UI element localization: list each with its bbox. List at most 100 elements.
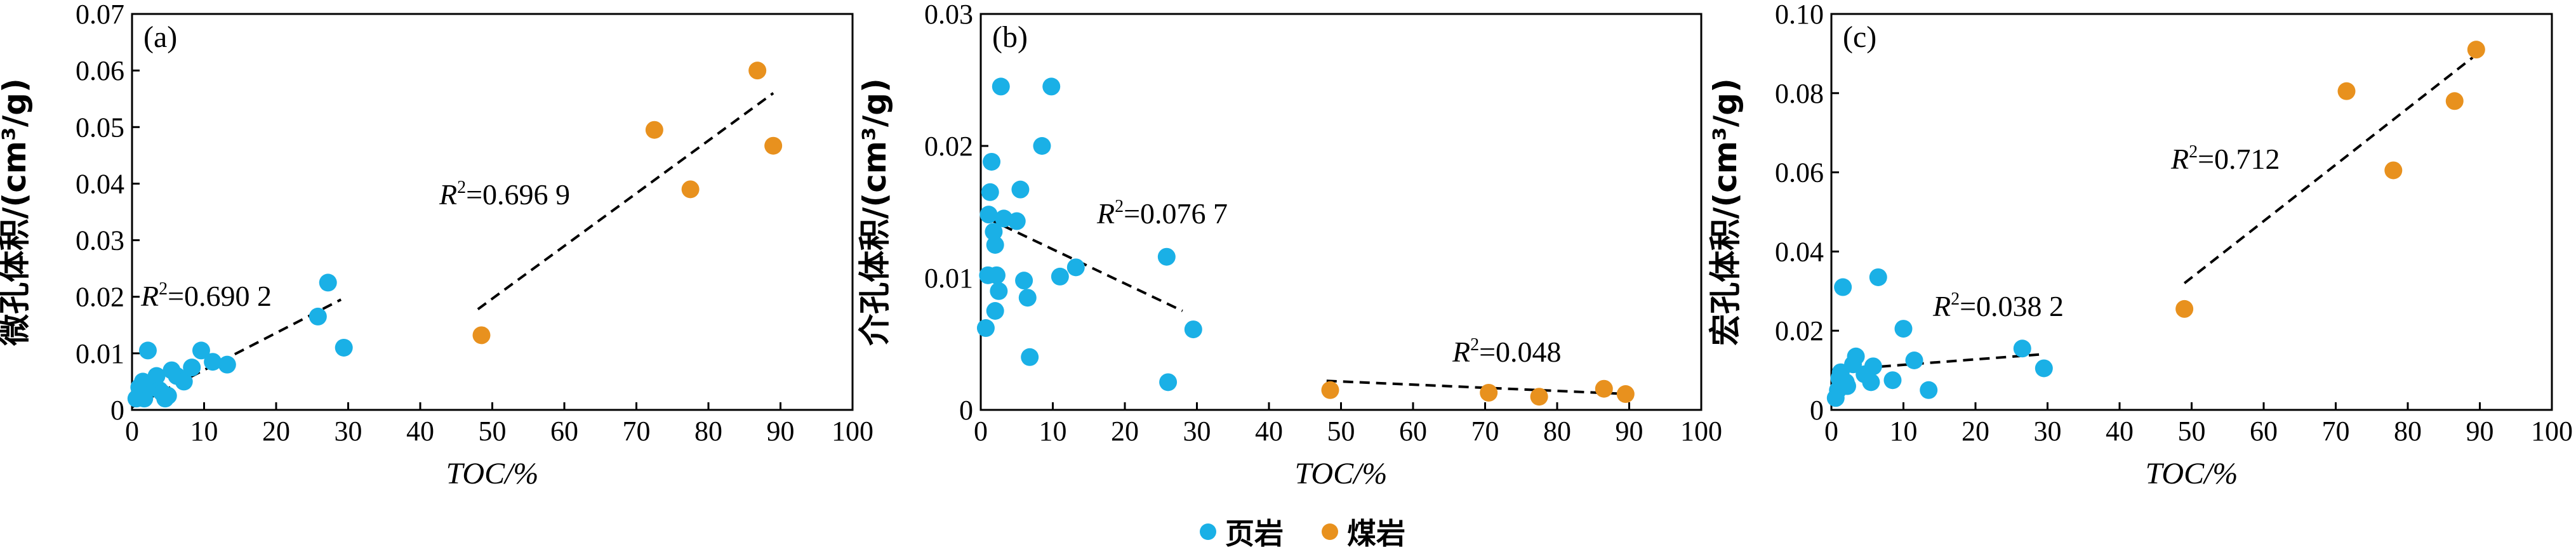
y-tick-label-b: 0.03 bbox=[924, 0, 973, 30]
data-point-b-coal bbox=[1321, 381, 1339, 399]
data-point-a-shale bbox=[319, 273, 337, 292]
y-tick-label-b: 0.02 bbox=[924, 131, 973, 162]
data-point-c-shale bbox=[1894, 320, 1913, 338]
panel-label-a: (a) bbox=[143, 20, 177, 54]
data-point-b-shale bbox=[1007, 212, 1026, 230]
x-tick-label-c: 10 bbox=[1890, 416, 1918, 447]
data-point-a-shale bbox=[159, 386, 177, 405]
data-point-a-shale bbox=[204, 353, 222, 371]
x-tick-label-a: 30 bbox=[335, 416, 362, 447]
data-point-b-shale bbox=[1184, 320, 1202, 339]
data-point-b-shale bbox=[986, 302, 1004, 320]
x-axis-label-b: TOC/% bbox=[1295, 457, 1388, 490]
data-point-b-shale bbox=[1159, 373, 1178, 391]
data-point-b-shale bbox=[1042, 77, 1061, 96]
data-point-c-shale bbox=[1883, 371, 1902, 390]
data-point-a-shale bbox=[175, 372, 193, 391]
x-tick-label-c: 0 bbox=[1824, 416, 1838, 447]
x-tick-label-b: 20 bbox=[1111, 416, 1139, 447]
data-point-b-shale bbox=[992, 77, 1010, 96]
x-tick-label-b: 40 bbox=[1255, 416, 1283, 447]
data-point-b-shale bbox=[1021, 348, 1039, 366]
data-point-b-coal bbox=[1480, 383, 1498, 402]
x-tick-label-c: 80 bbox=[2394, 416, 2422, 447]
x-tick-label-a: 80 bbox=[694, 416, 722, 447]
fit-label-a-coal: R2=0.696 9 bbox=[439, 178, 570, 211]
x-tick-label-c: 100 bbox=[2531, 416, 2573, 447]
legend-item-coal: 煤岩 bbox=[1322, 511, 1405, 553]
x-tick-label-c: 30 bbox=[2034, 416, 2062, 447]
x-tick-label-b: 80 bbox=[1543, 416, 1571, 447]
x-tick-label-b: 90 bbox=[1616, 416, 1643, 447]
data-point-a-coal bbox=[472, 326, 491, 345]
data-point-a-shale bbox=[138, 341, 157, 360]
data-point-c-coal bbox=[2467, 41, 2485, 59]
legend-marker-shale bbox=[1200, 523, 1216, 540]
data-point-a-shale bbox=[183, 358, 201, 377]
panel-label-b: (b) bbox=[992, 20, 1028, 54]
data-point-a-coal bbox=[681, 180, 700, 199]
data-point-a-shale bbox=[147, 367, 166, 385]
y-tick-label-a: 0.07 bbox=[76, 0, 124, 30]
data-point-a-shale bbox=[218, 355, 236, 374]
data-point-a-shale bbox=[335, 338, 353, 357]
y-tick-label-a: 0.05 bbox=[76, 112, 124, 143]
x-axis-label-c: TOC/% bbox=[2146, 457, 2238, 490]
legend: 页岩 煤岩 bbox=[1200, 513, 1405, 551]
y-axis-label-b: 介孔体积/(cm³/g) bbox=[856, 78, 893, 346]
data-point-c-shale bbox=[1869, 268, 1887, 286]
data-point-b-shale bbox=[986, 236, 1004, 254]
x-tick-label-b: 0 bbox=[974, 416, 988, 447]
y-tick-label-a: 0.01 bbox=[76, 338, 124, 369]
data-point-b-coal bbox=[1616, 385, 1635, 404]
legend-label-coal: 煤岩 bbox=[1347, 516, 1405, 551]
data-point-b-shale bbox=[985, 223, 1003, 241]
fit-label-b-shale: R2=0.076 7 bbox=[1096, 197, 1228, 230]
x-tick-label-a: 20 bbox=[262, 416, 290, 447]
data-point-b-shale bbox=[1157, 247, 1176, 266]
x-tick-label-c: 50 bbox=[2178, 416, 2206, 447]
data-point-c-shale bbox=[1864, 357, 1882, 376]
data-point-b-shale bbox=[987, 266, 1006, 284]
x-axis-label-a: TOC/% bbox=[446, 457, 539, 490]
data-point-c-shale bbox=[1838, 377, 1856, 395]
data-point-c-coal bbox=[2445, 92, 2464, 110]
x-tick-label-c: 40 bbox=[2106, 416, 2134, 447]
data-point-b-shale bbox=[1051, 267, 1069, 286]
data-point-c-shale bbox=[1847, 347, 1865, 365]
data-point-a-coal bbox=[764, 136, 783, 155]
fit-line-b-shale bbox=[987, 217, 1183, 312]
data-point-c-shale bbox=[2035, 359, 2053, 378]
y-tick-label-c: 0.08 bbox=[1775, 78, 1824, 109]
data-point-a-coal bbox=[645, 121, 663, 139]
data-point-c-coal bbox=[2175, 299, 2194, 318]
data-point-c-shale bbox=[1920, 381, 1938, 399]
fit-line-b-coal bbox=[1326, 379, 1630, 396]
legend-marker-coal bbox=[1322, 523, 1338, 540]
fit-line-a-coal bbox=[477, 92, 774, 310]
x-tick-label-b: 60 bbox=[1399, 416, 1427, 447]
y-tick-label-a: 0.06 bbox=[76, 55, 124, 86]
y-tick-label-c: 0.02 bbox=[1775, 315, 1824, 346]
data-point-b-shale bbox=[983, 152, 1001, 171]
data-point-c-shale bbox=[1834, 278, 1852, 296]
plot-frame-b bbox=[979, 13, 1703, 411]
data-point-b-shale bbox=[981, 183, 999, 201]
data-point-b-shale bbox=[1015, 272, 1033, 290]
data-point-c-shale bbox=[1905, 352, 1923, 369]
x-tick-label-a: 60 bbox=[550, 416, 578, 447]
x-tick-label-b: 70 bbox=[1471, 416, 1499, 447]
fit-label-c-shale: R2=0.038 2 bbox=[1932, 289, 2064, 322]
data-point-b-shale bbox=[976, 319, 995, 338]
data-point-a-coal bbox=[748, 62, 767, 80]
data-point-a-shale bbox=[309, 307, 327, 326]
data-point-c-coal bbox=[2337, 82, 2356, 100]
y-tick-label-a: 0.02 bbox=[76, 282, 124, 313]
data-point-b-coal bbox=[1530, 388, 1548, 406]
x-tick-label-b: 30 bbox=[1183, 416, 1211, 447]
x-tick-label-c: 60 bbox=[2250, 416, 2278, 447]
x-tick-label-b: 10 bbox=[1039, 416, 1067, 447]
x-tick-label-c: 70 bbox=[2322, 416, 2350, 447]
x-tick-label-a: 70 bbox=[623, 416, 651, 447]
